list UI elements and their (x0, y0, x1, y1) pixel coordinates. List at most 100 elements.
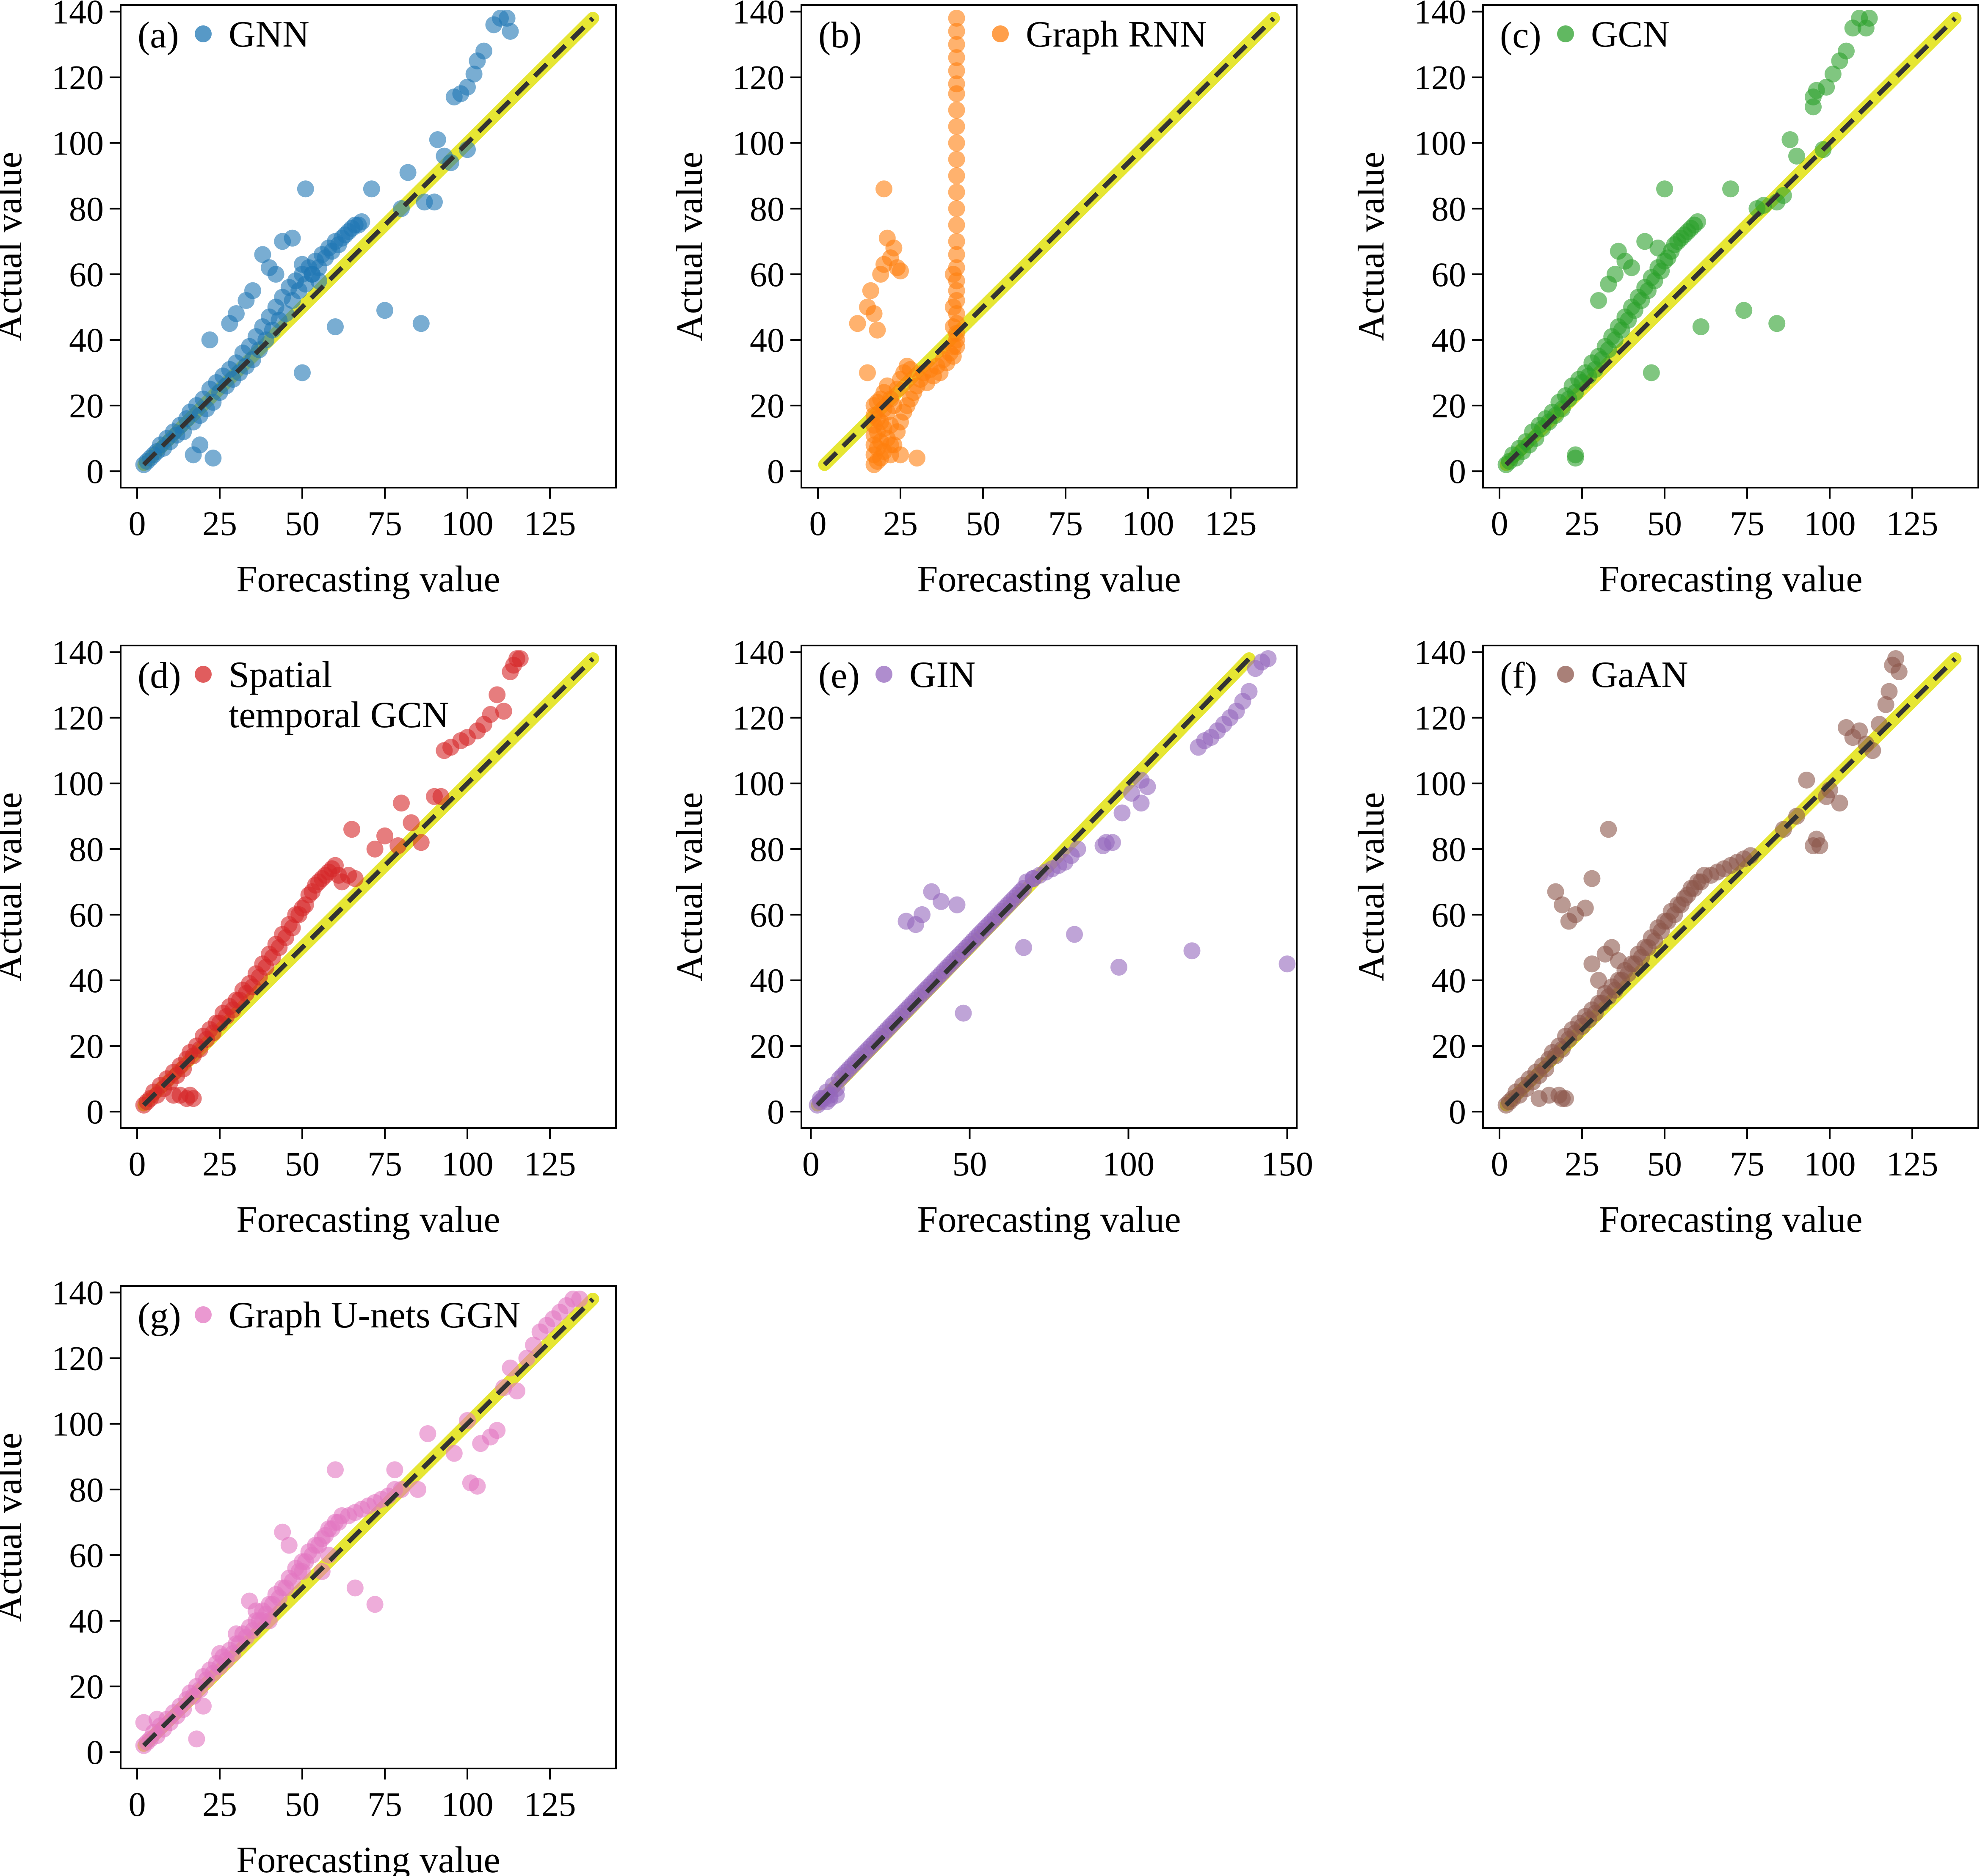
panel-b-point-74 (948, 49, 965, 66)
panel-f: 0 25 50 75 100 125 0 20 40 60 80 100 120 140 Forecasti… (1351, 633, 1979, 1240)
panel-f-point-79 (1554, 896, 1571, 913)
panel-c-point-76 (1755, 197, 1772, 214)
panel-g-point-74 (211, 1645, 228, 1662)
panel-f-point-104 (1890, 663, 1908, 681)
panel-c-point-72 (1768, 315, 1786, 332)
panel-f-point-71 (1610, 952, 1627, 969)
panel-f-xtick-label: 50 (1647, 1145, 1682, 1183)
panel-a-point-105 (498, 10, 516, 27)
panel-a-ideal-line (142, 17, 595, 466)
panel-c-legend-marker (1557, 25, 1574, 42)
panel-a-ytick-label: 140 (52, 0, 104, 31)
panel-c-ytick-label: 80 (1431, 190, 1466, 228)
panel-g: 0 25 50 75 100 125 0 20 40 60 80 100 120 140 Forecasti… (0, 1274, 617, 1876)
panel-b-point-76 (948, 23, 965, 40)
panel-a-xtick-label: 75 (367, 504, 402, 543)
panel-g-ytick-label: 60 (69, 1536, 104, 1575)
panel-g-point-89 (409, 1481, 426, 1498)
panel-g-legend-marker (195, 1306, 212, 1323)
panel-a-xtick-label: 0 (129, 504, 146, 543)
panel-a-point-74 (310, 272, 327, 290)
panel-b-point-97 (892, 446, 909, 463)
panel-f-point-70 (1603, 939, 1621, 956)
panel-c-point-66 (1590, 292, 1607, 309)
panel-d-xtick-label: 100 (442, 1145, 494, 1183)
panel-d-ylabel: Actual value (0, 792, 30, 981)
panel-d-ytick-label: 140 (52, 633, 104, 672)
panel-a-letter: (a) (138, 15, 179, 56)
panel-d-point-62 (346, 870, 364, 887)
panel-g-point-71 (148, 1710, 166, 1728)
panel-g-point-109 (571, 1291, 588, 1308)
panel-b-point-94 (875, 180, 892, 198)
panel-d-ideal-line (142, 657, 595, 1107)
panel-g-point-94 (469, 1478, 486, 1495)
panel-b-point-86 (869, 321, 886, 339)
panel-a: 0 25 50 75 100 125 0 20 40 60 80 100 120 140 Forecasti… (0, 0, 617, 600)
panel-f-points (1497, 650, 1908, 1114)
panel-f-point-100 (1877, 696, 1894, 713)
panel-e-xtick-label: 0 (802, 1145, 820, 1183)
panel-b-xtick-label: 50 (966, 504, 1000, 543)
panel-f-legend-marker (1557, 666, 1574, 683)
panel-c-ytick-label: 100 (1414, 124, 1466, 163)
panel-g-point-88 (386, 1461, 403, 1479)
panel-c-legend-label: GCN (1591, 14, 1670, 55)
panel-f-frame (1482, 645, 1979, 1129)
panel-b-legend-marker (992, 25, 1009, 42)
panel-b-point-69 (948, 118, 965, 135)
panel-f-point-90 (1811, 837, 1828, 855)
panel-e-point-88 (1066, 926, 1083, 943)
panel-d-point-67 (165, 1087, 182, 1104)
panel-d-xtick-label: 25 (202, 1145, 237, 1183)
panel-b-ytick-label: 40 (750, 321, 784, 359)
panel-d-point-69 (366, 840, 384, 858)
panel-a-point-71 (284, 229, 301, 247)
panel-f-ylabel: Actual value (1351, 792, 1392, 981)
panel-b-point-85 (862, 282, 879, 299)
panel-b-point-84 (865, 305, 883, 322)
panel-g-point-82 (294, 1563, 311, 1580)
panel-a-point-102 (475, 42, 492, 60)
panel-a-ytick-label: 40 (69, 321, 104, 359)
panel-c-point-63 (1649, 239, 1667, 257)
panel-f-ytick-label: 20 (1431, 1027, 1466, 1065)
panel-g-point-87 (366, 1596, 384, 1613)
panel-g-point-72 (188, 1730, 205, 1748)
panel-e-letter: (e) (818, 655, 860, 696)
panel-f-point-83 (1583, 870, 1601, 887)
panel-a-point-88 (363, 180, 380, 198)
panel-g-point-101 (518, 1349, 536, 1367)
panel-a-point-106 (502, 23, 519, 40)
panel-e: 0 50 100 150 0 20 40 60 80 100 120 140 Forecasting v… (669, 633, 1313, 1240)
panel-d-ytick-label: 120 (52, 699, 104, 737)
panel-f-point-77 (1530, 1090, 1548, 1107)
panel-f-point-101 (1881, 683, 1898, 700)
panel-g-ytick-label: 40 (69, 1602, 104, 1640)
panel-g-xtick-label: 50 (285, 1785, 320, 1824)
panel-d-xtick-label: 0 (129, 1145, 146, 1183)
panel-c-xtick-label: 25 (1565, 504, 1599, 543)
panel-g-ylabel: Actual value (0, 1432, 30, 1622)
panel-b-point-61 (948, 246, 965, 263)
panel-b-point-81 (944, 265, 962, 283)
panel-a-frame (120, 4, 617, 488)
panel-c-point-58 (1689, 213, 1706, 230)
panel-d-point-84 (489, 686, 506, 704)
panel-e-ytick-label: 60 (750, 896, 784, 934)
panel-b-ytick-label: 100 (732, 124, 784, 163)
panel-b-point-64 (948, 200, 965, 217)
panel-c-point-74 (1722, 180, 1739, 198)
panel-b: 0 25 50 75 100 125 0 20 40 60 80 100 120 140 Forecasti… (669, 0, 1298, 600)
panel-g-ytick-label: 20 (69, 1667, 104, 1706)
panel-a-point-90 (399, 164, 417, 181)
panel-e-ytick-label: 40 (750, 961, 784, 1000)
panel-e-ytick-label: 100 (732, 764, 784, 803)
panel-e-point-74 (1069, 840, 1086, 858)
panel-g-point-85 (327, 1461, 344, 1479)
panel-e-point-93 (1113, 804, 1131, 822)
panel-d-point-89 (511, 650, 529, 668)
panel-a-point-67 (254, 246, 271, 263)
panel-f-ytick-label: 0 (1449, 1092, 1466, 1131)
panel-f-letter: (f) (1500, 655, 1537, 696)
